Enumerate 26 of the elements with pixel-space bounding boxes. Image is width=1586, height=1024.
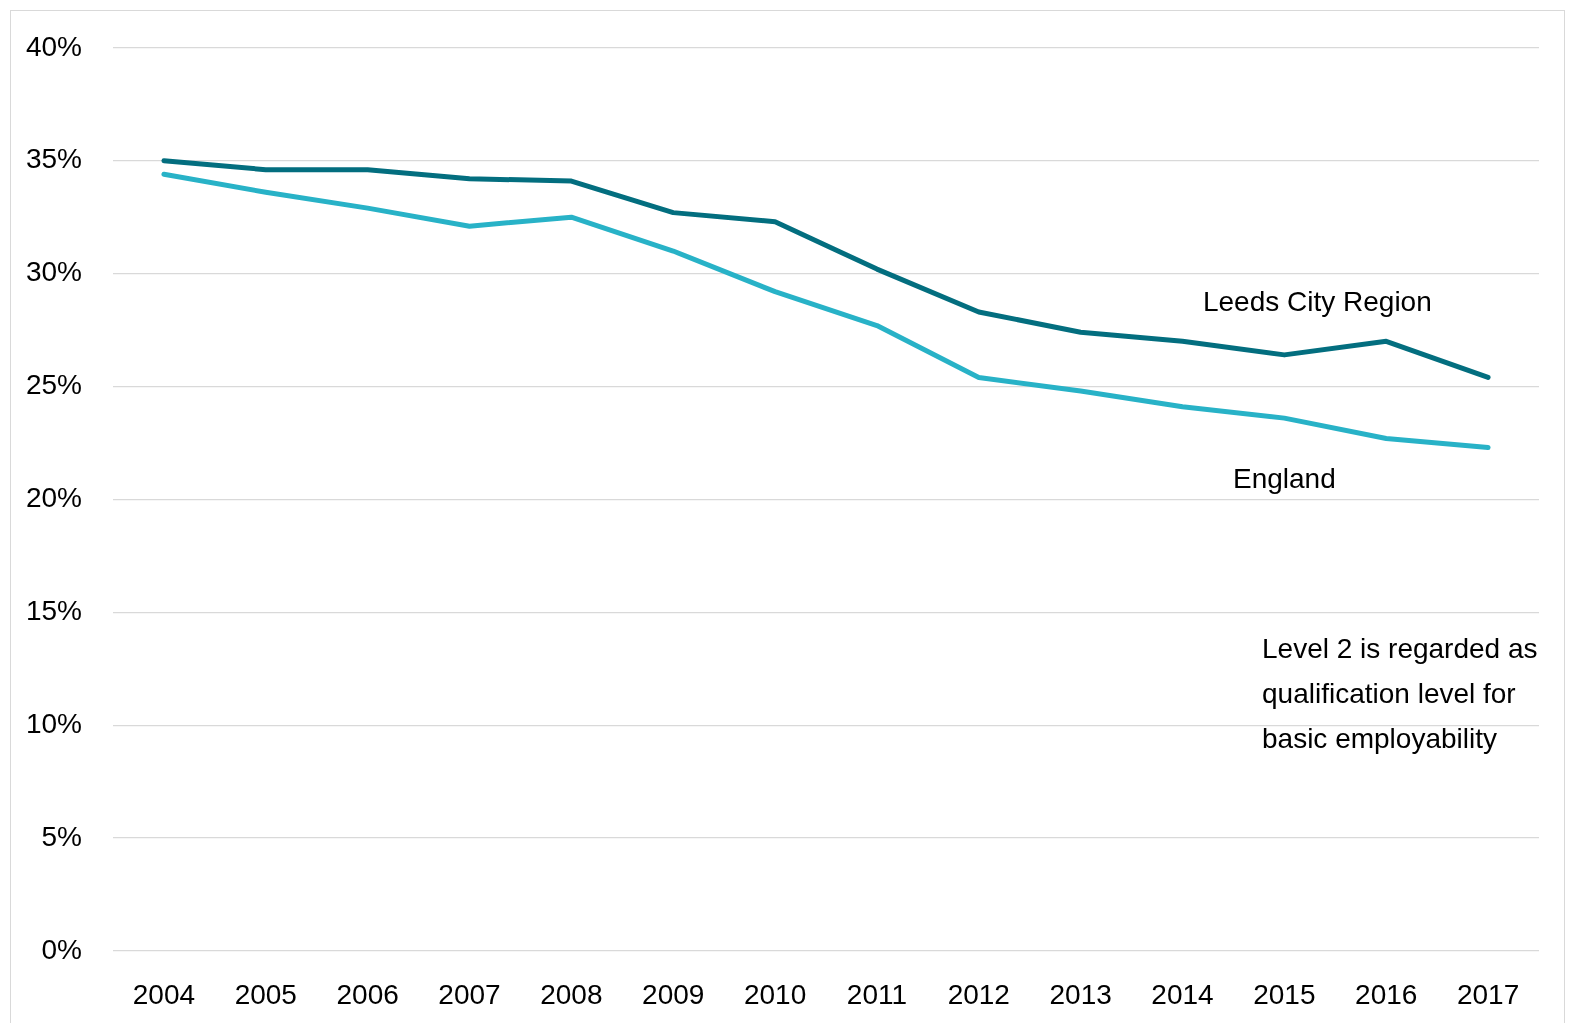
x-tick-label: 2017	[1456, 978, 1520, 1010]
y-tick-label: 40%	[25, 30, 82, 62]
x-tick-label: 2012	[947, 978, 1010, 1010]
y-tick-label: 25%	[25, 369, 82, 401]
x-tick-label: 2009	[642, 978, 705, 1010]
x-tick-label: 2006	[336, 978, 399, 1010]
x-tick-label: 2014	[1151, 978, 1214, 1010]
series-label: Leeds City Region	[1202, 286, 1432, 318]
series-label: England	[1232, 462, 1336, 494]
y-tick-label: 10%	[25, 707, 82, 739]
y-tick-label: 20%	[25, 482, 82, 514]
x-tick-label: 2011	[846, 978, 908, 1010]
x-tick-label: 2005	[234, 978, 297, 1010]
x-tick-label: 2004	[132, 978, 196, 1010]
y-tick-label: 15%	[25, 595, 82, 627]
y-tick-label: 5%	[41, 820, 82, 852]
x-tick-label: 2007	[438, 978, 501, 1010]
y-tick-label: 0%	[41, 933, 82, 965]
x-tick-label: 2016	[1355, 978, 1418, 1010]
x-tick-label: 2013	[1049, 978, 1112, 1010]
annotation: Level 2 is regarded as qualification level for basic employability	[1262, 632, 1539, 756]
y-tick-label: 30%	[25, 256, 82, 288]
y-tick-label: 35%	[25, 143, 82, 175]
x-tick-label: 2010	[743, 978, 807, 1010]
x-tick-label: 2008	[540, 978, 603, 1010]
x-tick-label: 2015	[1253, 978, 1316, 1010]
